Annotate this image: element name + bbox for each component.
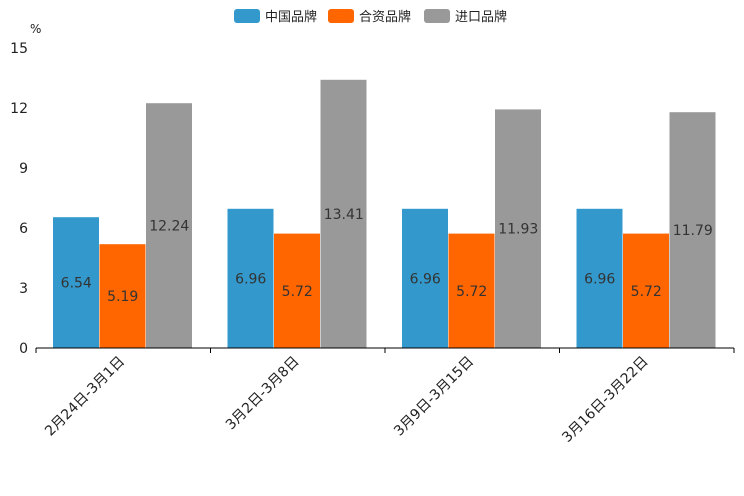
x-tick-label: 3月9日-3月15日 [391, 354, 477, 440]
bar-value-label: 6.96 [235, 271, 266, 287]
bar-value-label: 6.96 [584, 271, 615, 287]
y-tick-label: 9 [19, 161, 28, 177]
bar-value-label: 11.79 [673, 223, 713, 239]
bar-value-label: 5.72 [282, 284, 313, 300]
bar-value-label: 12.24 [149, 219, 189, 235]
legend: 中国品牌 合资品牌 进口品牌 [234, 9, 507, 25]
legend-label: 进口品牌 [455, 9, 507, 25]
legend-label: 合资品牌 [359, 9, 411, 25]
bars: 6.54 5.19 12.24 6.96 5.72 13.41 6.96 5.72 11.93 6… [53, 79, 716, 349]
bar-domestic [53, 217, 99, 348]
x-tick-label: 3月2日-3月8日 [223, 354, 303, 434]
y-tick-label: 6 [19, 221, 28, 237]
bar-value-label: 6.54 [61, 276, 92, 292]
y-tick-label: 3 [19, 281, 28, 297]
bar-joint-venture [274, 233, 320, 348]
bar-imported [146, 103, 192, 348]
bar-imported [495, 109, 541, 349]
legend-swatch [234, 9, 260, 23]
legend-swatch [424, 9, 450, 23]
y-tick-label: 12 [10, 101, 28, 117]
x-tick-label: 2月24日-3月1日 [42, 354, 128, 440]
bar-value-label: 5.19 [107, 289, 138, 305]
bar-value-label: 11.93 [498, 222, 538, 238]
x-tick-label: 3月16日-3月22日 [559, 354, 651, 446]
bar-domestic [227, 208, 274, 348]
bar-domestic [576, 208, 623, 348]
y-tick-label: 15 [10, 41, 28, 57]
bar-domestic [402, 208, 448, 348]
bar-value-label: 5.72 [456, 284, 487, 300]
bar-imported [669, 112, 716, 348]
bar-joint-venture [99, 244, 146, 348]
y-axis-unit-label: % [30, 22, 41, 36]
y-axis-ticks: 0 3 6 9 12 15 [10, 41, 28, 357]
bar-value-label: 13.41 [324, 207, 364, 223]
bar-joint-venture [623, 233, 669, 348]
legend-swatch [328, 9, 354, 23]
x-axis: 2月24日-3月1日 3月2日-3月8日 3月9日-3月15日 3月16日-3月22日 [35, 347, 735, 446]
y-tick-label: 0 [19, 341, 28, 357]
bar-value-label: 6.96 [410, 271, 441, 287]
bar-joint-venture [448, 233, 495, 348]
legend-label: 中国品牌 [265, 9, 317, 25]
bar-imported [320, 79, 367, 349]
bar-value-label: 5.72 [631, 284, 662, 300]
